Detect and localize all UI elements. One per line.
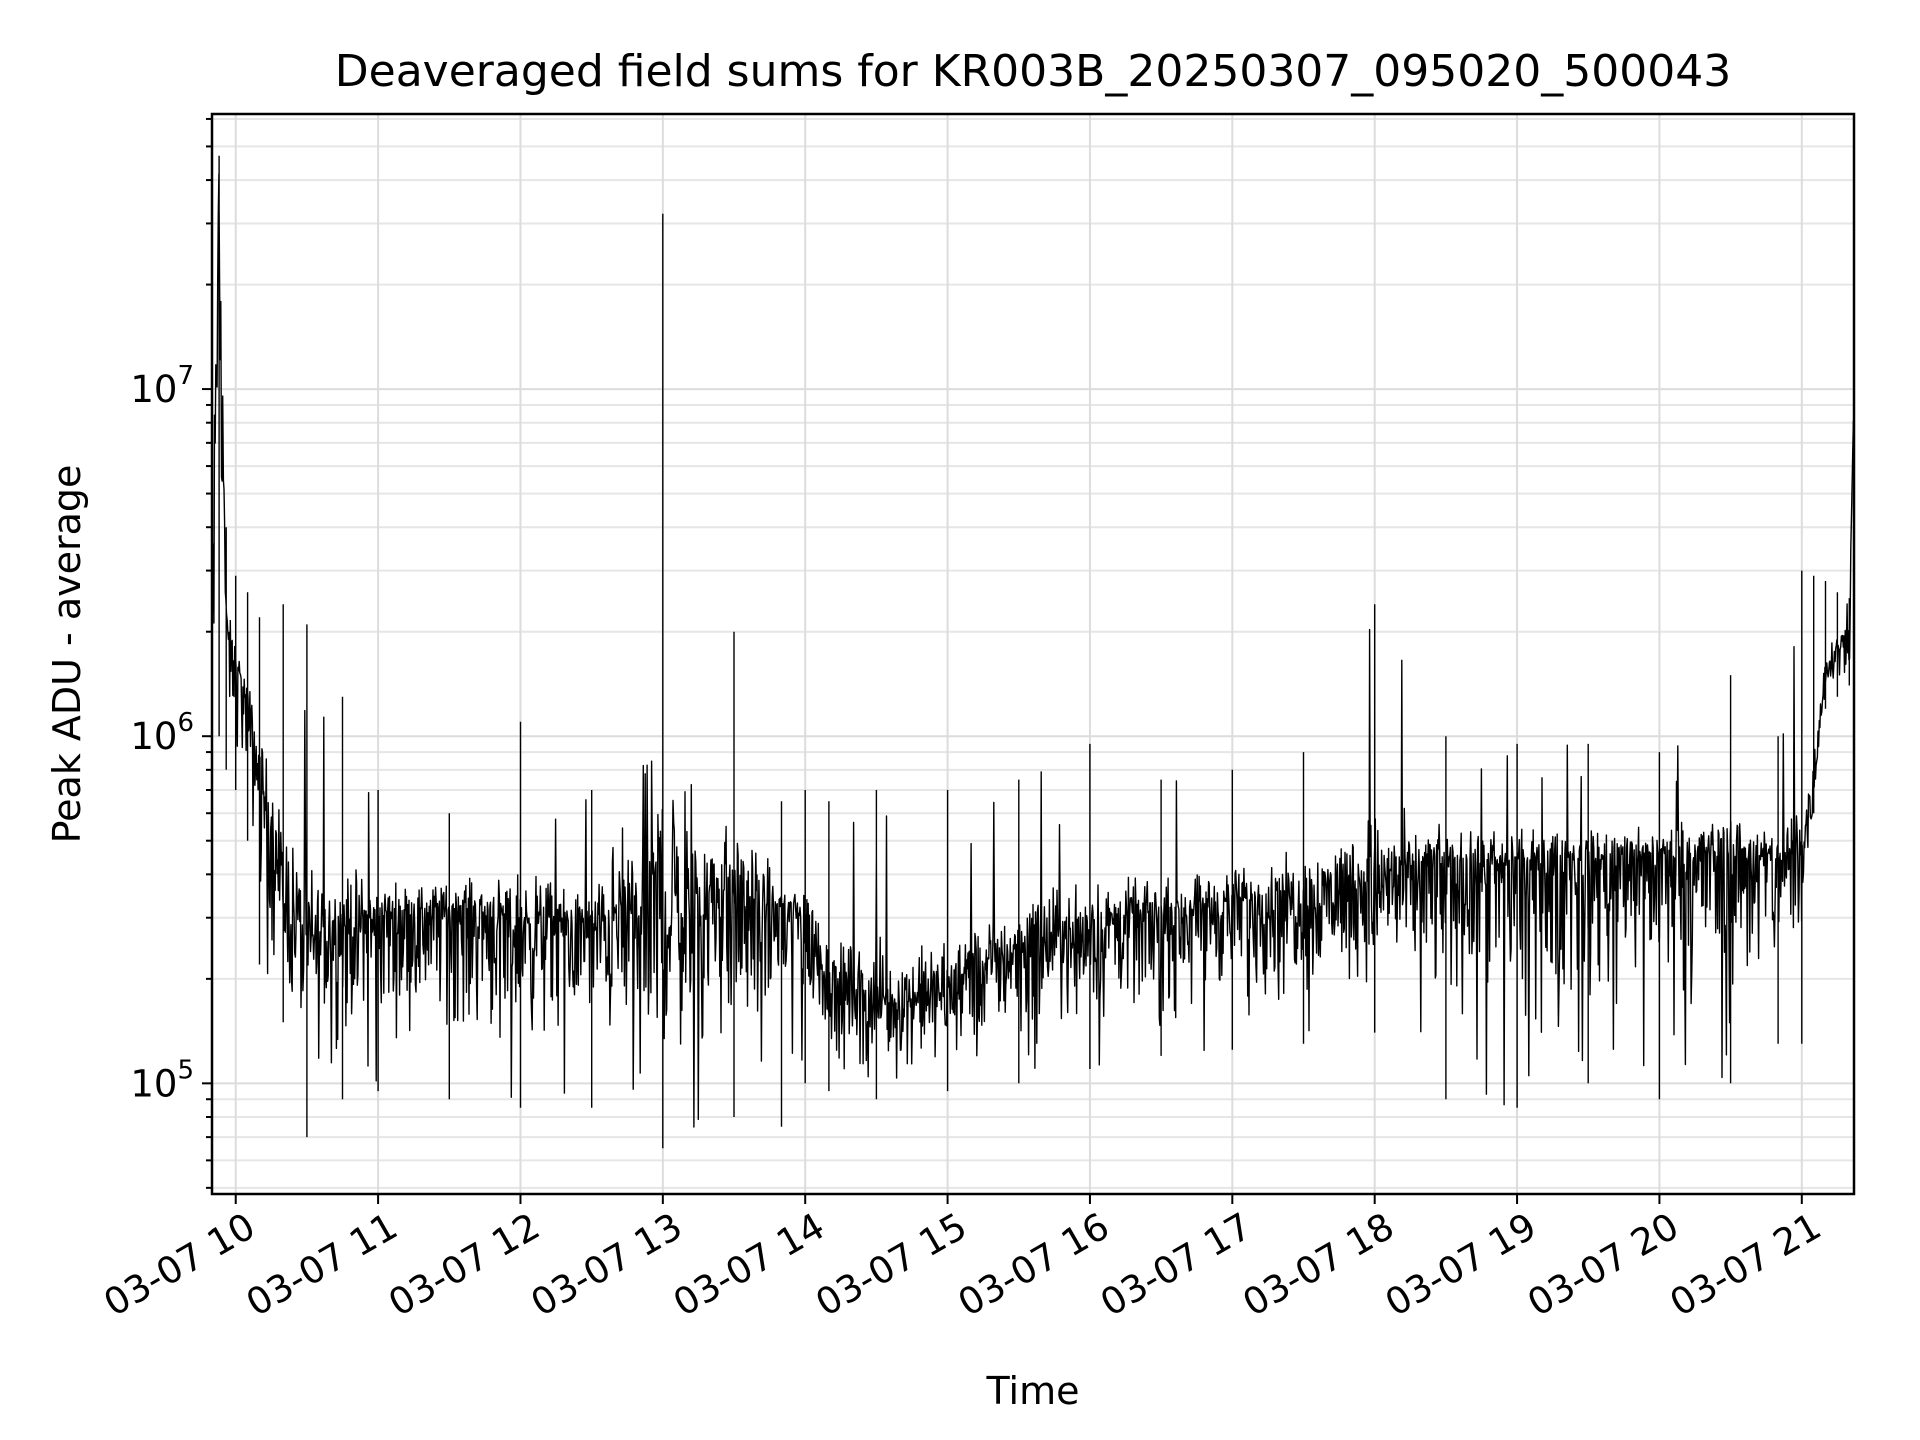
x-tick-label: 03-07 15 [809,1205,975,1325]
x-axis-label: Time [986,1369,1080,1413]
x-tick-label: 03-07 12 [381,1205,547,1325]
y-tick-base: 10 [130,715,177,758]
x-tick-label: 03-07 20 [1520,1205,1686,1325]
x-tick-label: 03-07 11 [239,1205,405,1325]
y-tick-base: 10 [130,368,177,411]
x-tick-label: 03-07 21 [1663,1205,1829,1325]
x-tick-label: 03-07 17 [1093,1205,1259,1325]
chart-title: Deaveraged field sums for KR003B_2025030… [335,46,1731,97]
y-tick-exponent: 6 [177,708,194,738]
x-tick-label: 03-07 14 [666,1205,832,1325]
plot-frame [210,112,1856,1196]
x-tick-label: 03-07 10 [97,1205,263,1325]
y-tick-exponent: 5 [177,1055,194,1085]
y-axis-label: Peak ADU - average [45,465,89,844]
y-tick-exponent: 7 [177,361,194,391]
y-tick-base: 10 [130,1062,177,1105]
y-tick-label: 106 [130,708,194,758]
x-tick-label: 03-07 13 [524,1205,690,1325]
grid [212,114,1854,1194]
x-tick-label: 03-07 18 [1236,1205,1402,1325]
y-tick-label: 107 [130,361,194,411]
x-tick-label: 03-07 16 [951,1205,1117,1325]
series-layer [212,155,1854,1149]
x-tick-label: 03-07 19 [1378,1205,1544,1325]
y-tick-label: 105 [130,1055,194,1105]
series-line [212,155,1854,1149]
